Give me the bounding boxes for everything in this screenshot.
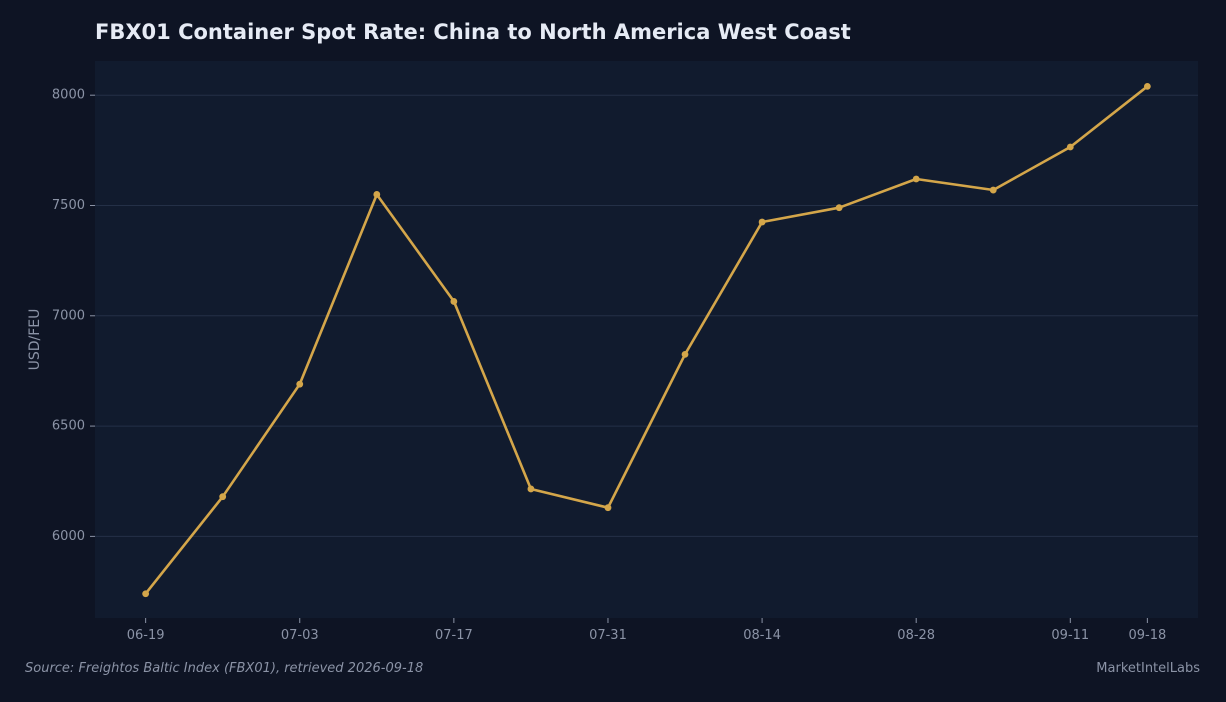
plot-area xyxy=(95,61,1198,618)
data-point xyxy=(1143,82,1151,90)
data-point xyxy=(450,298,458,305)
x-tick-label: 09-18 xyxy=(1128,628,1166,643)
data-point xyxy=(604,504,612,512)
y-axis-label: USD/FEU xyxy=(27,309,43,371)
y-tick-label: 8000 xyxy=(52,88,85,103)
y-tick-label: 7000 xyxy=(52,308,85,323)
source-note: Source: Freightos Baltic Index (FBX01), … xyxy=(25,661,424,676)
data-point xyxy=(527,485,535,493)
data-point xyxy=(142,590,150,598)
series-line xyxy=(144,85,1149,596)
data-point xyxy=(835,204,843,212)
data-point xyxy=(1066,143,1074,151)
chart-title: FBX01 Container Spot Rate: China to Nort… xyxy=(95,20,851,44)
data-point xyxy=(912,175,920,183)
x-tick-label: 08-14 xyxy=(743,628,781,643)
x-tick-label: 07-31 xyxy=(589,628,627,643)
x-tick-label: 07-17 xyxy=(435,628,473,643)
gridlines xyxy=(95,94,1198,537)
data-point xyxy=(219,493,227,501)
y-tick-label: 7500 xyxy=(52,198,85,213)
x-tick-label: 07-03 xyxy=(281,628,319,643)
x-tick-label: 08-28 xyxy=(897,628,935,643)
data-point xyxy=(989,186,997,194)
data-point xyxy=(681,350,689,358)
data-point xyxy=(758,218,766,226)
y-tick-label: 6500 xyxy=(52,419,85,434)
data-point xyxy=(373,191,381,198)
data-points xyxy=(142,82,1151,598)
brand-label: MarketIntelLabs xyxy=(1096,661,1200,676)
x-tick-label: 06-19 xyxy=(127,628,165,643)
y-tick-label: 6000 xyxy=(52,529,85,544)
data-point xyxy=(296,380,304,388)
y-axis-ticks: 6000 6500 7000 7500 8000 xyxy=(52,88,95,544)
x-axis-ticks: 06-19 07-03 07-17 07-31 08-14 08-28 09-11 09-18 xyxy=(127,618,1166,643)
x-tick-label: 09-11 xyxy=(1051,628,1089,643)
